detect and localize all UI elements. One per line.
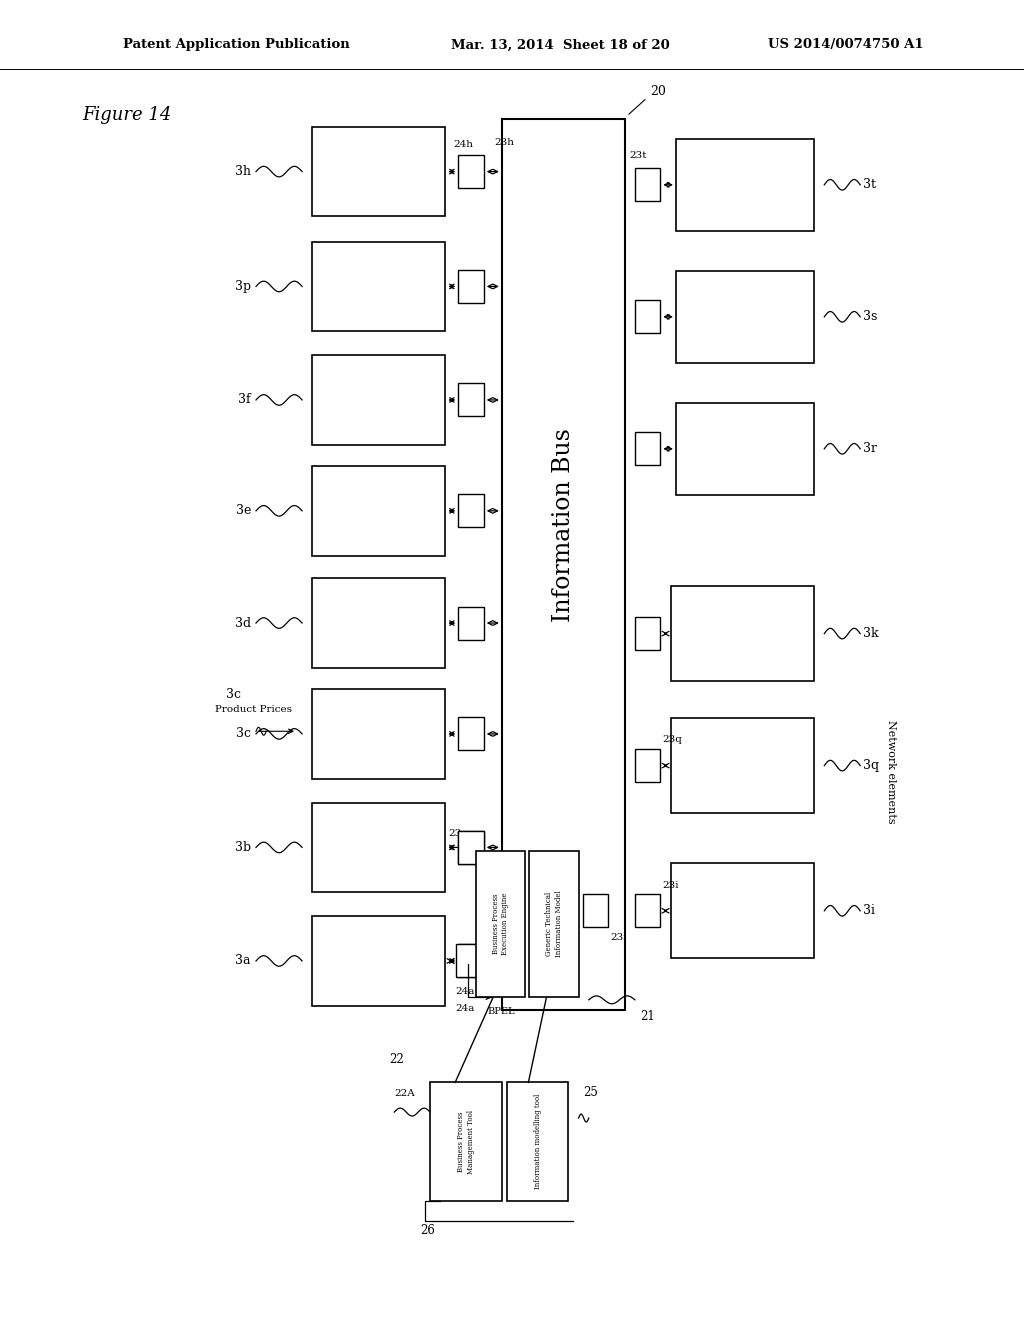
Bar (459, 832, 484, 865)
Text: 3p: 3p (234, 280, 251, 293)
Text: Patent Application Publication: Patent Application Publication (123, 38, 349, 51)
Text: Information Bus: Information Bus (552, 428, 574, 622)
Bar (676, 139, 814, 231)
Text: 3c: 3c (236, 727, 251, 741)
Bar (529, 851, 579, 997)
Bar (676, 403, 814, 495)
Text: 26: 26 (420, 1224, 435, 1237)
Text: 23q: 23q (663, 735, 682, 744)
Bar (459, 494, 484, 527)
Bar (671, 863, 814, 958)
Text: 3s: 3s (863, 310, 878, 323)
Text: Business Process
Execution Engine: Business Process Execution Engine (493, 892, 509, 956)
Text: Generic Technical
Information Model: Generic Technical Information Model (546, 891, 562, 957)
Bar (312, 803, 445, 892)
Bar (502, 119, 625, 1010)
Text: Figure 14: Figure 14 (82, 106, 171, 124)
Text: 3c: 3c (225, 688, 241, 701)
Bar (635, 300, 660, 333)
Text: BPEL: BPEL (487, 1007, 514, 1016)
Bar (671, 718, 814, 813)
Text: Product Prices: Product Prices (215, 705, 292, 714)
Bar (459, 607, 484, 639)
Text: 3d: 3d (234, 616, 251, 630)
Text: 22: 22 (389, 1052, 403, 1065)
Text: 20: 20 (650, 84, 667, 98)
Bar (456, 945, 481, 977)
Text: 22A: 22A (394, 1089, 415, 1098)
Bar (459, 154, 484, 187)
Bar (459, 383, 484, 417)
Text: 24a: 24a (456, 1005, 475, 1014)
Bar (635, 750, 660, 781)
Bar (312, 466, 445, 556)
Bar (635, 616, 660, 649)
Bar (671, 586, 814, 681)
Text: 25: 25 (584, 1085, 599, 1098)
Bar (312, 689, 445, 779)
Text: 3q: 3q (863, 759, 880, 772)
Text: 24a: 24a (456, 987, 475, 997)
Text: 23t: 23t (630, 150, 647, 160)
Bar (459, 718, 484, 750)
Text: 23a: 23a (449, 829, 468, 838)
Bar (312, 355, 445, 445)
Text: 3k: 3k (863, 627, 879, 640)
Text: Network elements: Network elements (886, 721, 896, 824)
Text: 3t: 3t (863, 178, 877, 191)
Bar (430, 1082, 502, 1201)
Bar (312, 242, 445, 331)
Text: Mar. 13, 2014  Sheet 18 of 20: Mar. 13, 2014 Sheet 18 of 20 (451, 38, 670, 51)
Text: 3f: 3f (239, 393, 251, 407)
Bar (312, 916, 445, 1006)
Text: 3h: 3h (234, 165, 251, 178)
Bar (676, 271, 814, 363)
Text: 23i: 23i (663, 880, 679, 890)
Text: 3r: 3r (863, 442, 878, 455)
Bar (635, 433, 660, 465)
Text: 23h: 23h (494, 137, 514, 147)
Text: 3a: 3a (236, 954, 251, 968)
Bar (312, 578, 445, 668)
Bar (476, 851, 525, 997)
Bar (635, 168, 660, 201)
Bar (459, 269, 484, 302)
Text: 21: 21 (640, 1010, 654, 1023)
Text: Information modelling tool: Information modelling tool (534, 1094, 542, 1189)
Text: 23i: 23i (610, 933, 627, 942)
Text: 24h: 24h (453, 140, 473, 149)
Text: 3i: 3i (863, 904, 876, 917)
Bar (459, 945, 484, 977)
Bar (459, 832, 484, 865)
Bar (312, 127, 445, 216)
Bar (507, 1082, 568, 1201)
Text: 3b: 3b (234, 841, 251, 854)
Text: US 2014/0074750 A1: US 2014/0074750 A1 (768, 38, 924, 51)
Text: 3e: 3e (236, 504, 251, 517)
Bar (635, 895, 660, 927)
Text: Business Process
Management Tool: Business Process Management Tool (458, 1110, 474, 1173)
Bar (583, 895, 608, 927)
